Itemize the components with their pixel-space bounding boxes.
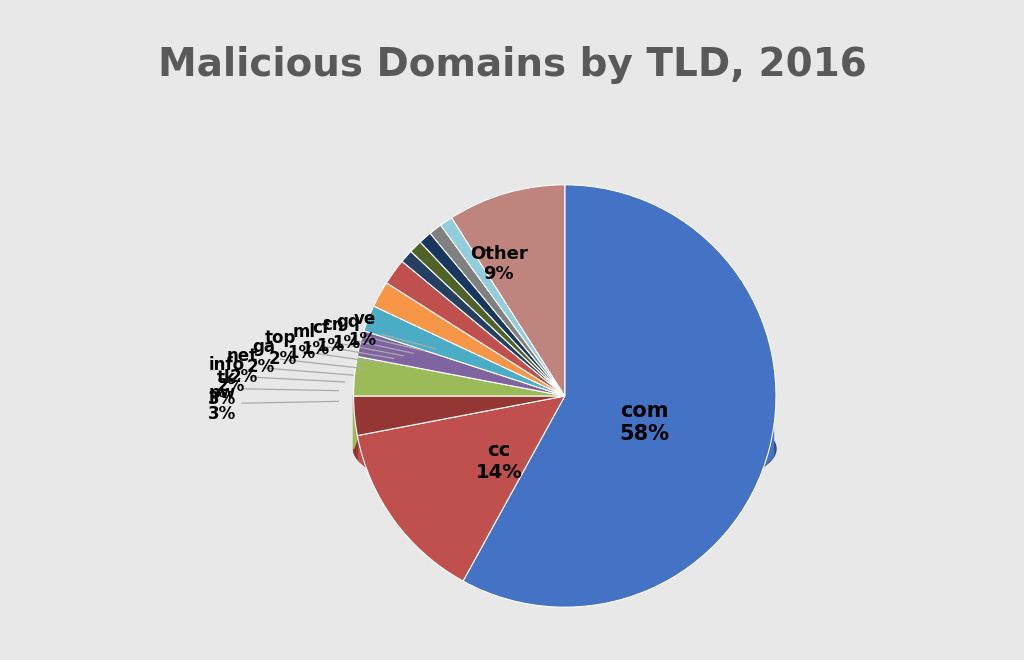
Text: tk
3%: tk 3% [208, 369, 339, 408]
Text: net
2%: net 2% [226, 347, 353, 385]
Wedge shape [357, 331, 565, 396]
Text: cn
1%: cn 1% [316, 316, 414, 355]
Wedge shape [353, 396, 565, 436]
Wedge shape [353, 356, 565, 396]
Text: info
2%: info 2% [209, 356, 345, 395]
Text: Malicious Domains by TLD, 2016: Malicious Domains by TLD, 2016 [158, 46, 866, 84]
Wedge shape [402, 251, 565, 396]
Text: ve
1%: ve 1% [348, 310, 436, 349]
Polygon shape [357, 406, 463, 495]
Wedge shape [386, 261, 565, 396]
Text: Other
9%: Other 9% [470, 245, 527, 283]
Text: ml
1%: ml 1% [288, 323, 394, 362]
Wedge shape [440, 218, 565, 396]
Text: gq
1%: gq 1% [332, 313, 425, 352]
Wedge shape [420, 233, 565, 396]
Wedge shape [411, 242, 565, 396]
Text: cf
1%: cf 1% [301, 319, 403, 358]
Wedge shape [374, 283, 565, 396]
Polygon shape [353, 396, 357, 459]
Text: top
2%: top 2% [265, 329, 381, 368]
Polygon shape [463, 404, 773, 502]
Wedge shape [364, 306, 565, 396]
Wedge shape [452, 185, 565, 396]
Text: cc
14%: cc 14% [475, 442, 522, 482]
Ellipse shape [353, 396, 776, 502]
Text: ga
2%: ga 2% [247, 338, 366, 376]
Wedge shape [357, 396, 565, 581]
Text: com
58%: com 58% [618, 401, 669, 444]
Text: pw
3%: pw 3% [208, 384, 339, 423]
Wedge shape [463, 185, 776, 607]
Polygon shape [353, 386, 357, 449]
Wedge shape [430, 225, 565, 396]
